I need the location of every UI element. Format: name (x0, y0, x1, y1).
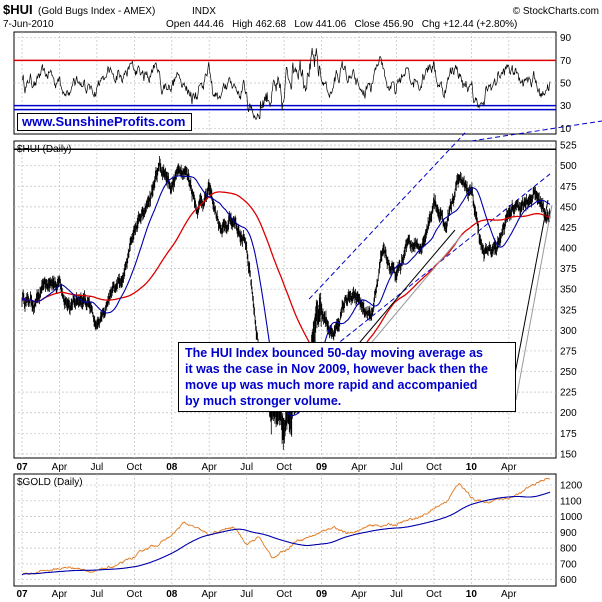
rsi-y-tick-label: 30 (560, 101, 572, 112)
annotation-line-2: it was the case in Nov 2009, however bac… (185, 362, 488, 376)
annotation-arrow-2 (509, 199, 549, 401)
gold-y-tick-label: 700 (560, 559, 577, 570)
header-date: 7-Jun-2010 (3, 19, 54, 30)
hui-y-tick-label: 425 (560, 223, 577, 234)
header-ohlc: Open 444.46 High 462.68 Low 441.06 Close… (166, 19, 517, 30)
x-tick-label-gold: 07 (16, 589, 28, 600)
x-tick-label-hui: Apr (52, 462, 68, 473)
hui-y-tick-label: 200 (560, 408, 577, 419)
gold-y-tick-label: 1100 (560, 496, 582, 507)
hui-y-tick-label: 150 (560, 449, 577, 460)
header-credit: © StockCharts.com (513, 6, 599, 17)
hui-y-tick-label: 300 (560, 326, 577, 337)
x-tick-label-gold: Apr (201, 589, 217, 600)
header-exchange: INDX (192, 6, 216, 17)
gold-price-line (21, 477, 551, 576)
x-tick-label-gold: Jul (390, 589, 403, 600)
x-tick-label-hui: Apr (201, 462, 217, 473)
x-tick-label-gold: 08 (166, 589, 178, 600)
rsi-y-tick-label: 50 (560, 79, 572, 90)
hui-panel-frame (13, 140, 557, 459)
x-tick-label-hui: Oct (426, 462, 442, 473)
x-tick-label-gold: Oct (276, 589, 292, 600)
gold-y-tick-label: 900 (560, 528, 577, 539)
axis-ticks: 07 07 Apr Apr Jul Jul Oct Oct 08 08 Apr Apr Jul Jul Oc… (16, 33, 582, 600)
hui-y-tick-label: 225 (560, 388, 577, 399)
hui-y-tick-label: 400 (560, 244, 577, 255)
rsi-y-tick-label: 70 (560, 56, 572, 67)
hui-panel-title: $HUI (Daily) (17, 144, 71, 155)
hui-y-tick-label: 250 (560, 367, 577, 378)
rsi-y-tick-label: 10 (560, 124, 572, 135)
x-tick-label-hui: Oct (127, 462, 143, 473)
hui-y-tick-label: 475 (560, 182, 577, 193)
x-tick-label-hui: 07 (16, 462, 28, 473)
hui-channel-line (308, 132, 466, 300)
x-tick-label-hui: Oct (276, 462, 292, 473)
rsi-series (14, 47, 556, 120)
hui-channel-line (471, 120, 602, 142)
annotation-arrow-1 (359, 229, 456, 343)
hui-y-tick-label: 325 (560, 305, 577, 316)
website-label: www.SunshineProfits.com (17, 113, 192, 131)
hui-y-tick-label: 350 (560, 285, 577, 296)
gold-panel-title: $GOLD (Daily) (17, 477, 83, 488)
header-symbol: $HUI (3, 2, 33, 17)
x-tick-label-hui: Jul (240, 462, 253, 473)
gold-y-tick-label: 1000 (560, 512, 583, 523)
x-tick-label-hui: Jul (90, 462, 103, 473)
annotation-box: The HUI Index bounced 50-day moving aver… (178, 342, 516, 412)
x-tick-label-gold: Apr (501, 589, 517, 600)
hui-y-tick-label: 275 (560, 346, 577, 357)
hui-y-tick-label: 500 (560, 161, 577, 172)
hui-channel-line (302, 173, 551, 372)
x-tick-label-hui: 10 (466, 462, 478, 473)
rsi-line (21, 47, 551, 120)
x-tick-label-gold: Apr (351, 589, 367, 600)
hui-y-tick-label: 375 (560, 264, 577, 275)
hui-ma200-line (21, 191, 551, 372)
x-tick-label-hui: 08 (166, 462, 178, 473)
header-name: (Gold Bugs Index - AMEX) (38, 6, 155, 17)
hui-y-tick-label: 450 (560, 202, 577, 213)
x-tick-label-gold: Jul (90, 589, 103, 600)
hui-y-tick-label: 525 (560, 141, 577, 152)
x-tick-label-gold: Apr (52, 589, 68, 600)
annotation-arrow-2-shadow (515, 204, 553, 401)
gold-y-tick-label: 1200 (560, 481, 583, 492)
gold-series (21, 477, 551, 576)
annotation-line-3: move up was much more rapid and accompan… (185, 378, 478, 392)
annotation-line-1: The HUI Index bounced 50-day moving aver… (185, 346, 484, 360)
x-tick-label-gold: Jul (240, 589, 253, 600)
gold-ma-line (21, 491, 551, 576)
gold-panel-frame (13, 473, 557, 587)
x-tick-label-hui: Apr (351, 462, 367, 473)
hui-y-tick-label: 175 (560, 429, 577, 440)
x-tick-label-gold: Oct (127, 589, 143, 600)
x-tick-label-gold: 10 (466, 589, 478, 600)
x-tick-label-hui: Apr (501, 462, 517, 473)
annotation-arrow-1-shadow (371, 234, 463, 343)
gold-y-tick-label: 600 (560, 575, 577, 586)
rsi-y-tick-label: 90 (560, 33, 572, 44)
x-tick-label-gold: Oct (426, 589, 442, 600)
x-tick-label-hui: Jul (390, 462, 403, 473)
gold-y-tick-label: 800 (560, 544, 577, 555)
x-tick-label-hui: 09 (316, 462, 328, 473)
annotation-line-4: by much stronger volume. (185, 394, 342, 408)
x-tick-label-gold: 09 (316, 589, 328, 600)
